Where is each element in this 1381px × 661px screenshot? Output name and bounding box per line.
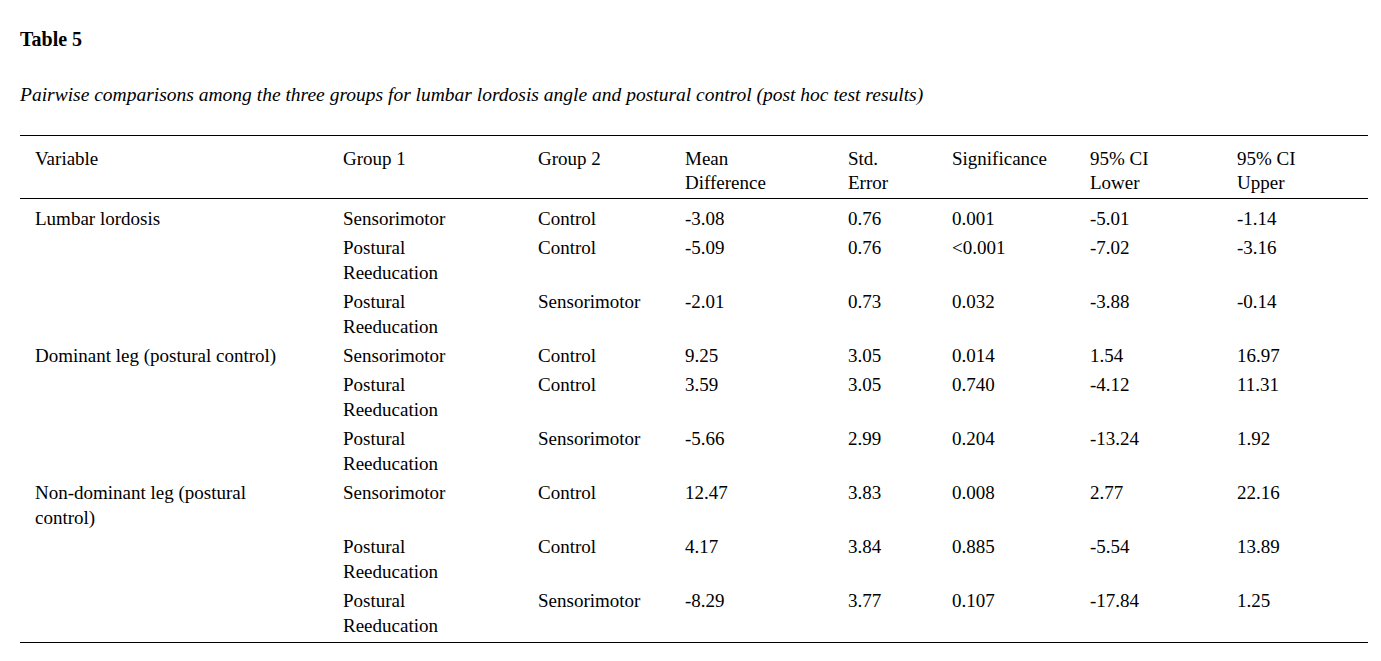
table-row: Dominant leg (postural control) Sensorim…	[20, 339, 1368, 368]
cell-ci-lower: -17.84	[1090, 584, 1237, 643]
cell-mean-difference: 12.47	[685, 476, 848, 530]
cell-mean-difference: -3.08	[685, 199, 848, 232]
cell-group1: Sensorimotor	[343, 476, 538, 530]
cell-ci-lower: 2.77	[1090, 476, 1237, 530]
cell-group1: Postural Reeducation	[343, 584, 538, 643]
cell-mean-difference: -5.09	[685, 231, 848, 285]
header-row: Variable Group 1 Group 2 Mean Difference…	[20, 136, 1368, 199]
cell-ci-upper: 1.25	[1237, 584, 1368, 643]
cell-ci-upper: -1.14	[1237, 199, 1368, 232]
cell-mean-difference: 3.59	[685, 368, 848, 422]
header-mean-difference: Mean Difference	[685, 136, 848, 199]
cell-group1: Postural Reeducation	[343, 285, 538, 339]
cell-std-error: 0.76	[848, 231, 952, 285]
cell-ci-lower: -4.12	[1090, 368, 1237, 422]
cell-ci-upper: 16.97	[1237, 339, 1368, 368]
cell-group2: Sensorimotor	[538, 584, 685, 643]
header-group1: Group 1	[343, 136, 538, 199]
cell-group2: Sensorimotor	[538, 285, 685, 339]
cell-variable: Lumbar lordosis	[20, 199, 343, 232]
table-row: Non-dominant leg (postural control) Sens…	[20, 476, 1368, 530]
header-ci-lower: 95% CI Lower	[1090, 136, 1237, 199]
cell-mean-difference: -2.01	[685, 285, 848, 339]
cell-ci-lower: -7.02	[1090, 231, 1237, 285]
cell-mean-difference: 9.25	[685, 339, 848, 368]
cell-std-error: 3.77	[848, 584, 952, 643]
cell-mean-difference: -8.29	[685, 584, 848, 643]
cell-std-error: 0.73	[848, 285, 952, 339]
cell-variable	[20, 584, 343, 643]
table-caption: Pairwise comparisons among the three gro…	[20, 82, 1368, 108]
cell-mean-difference: 4.17	[685, 530, 848, 584]
cell-group2: Control	[538, 476, 685, 530]
cell-group2: Control	[538, 530, 685, 584]
cell-group1: Postural Reeducation	[343, 368, 538, 422]
cell-ci-lower: -3.88	[1090, 285, 1237, 339]
cell-ci-lower: -13.24	[1090, 422, 1237, 476]
cell-std-error: 3.83	[848, 476, 952, 530]
cell-group1: Sensorimotor	[343, 339, 538, 368]
cell-group1: Postural Reeducation	[343, 530, 538, 584]
cell-variable	[20, 422, 343, 476]
table-row: Postural Reeducation Sensorimotor -8.29 …	[20, 584, 1368, 643]
cell-ci-upper: -3.16	[1237, 231, 1368, 285]
header-variable: Variable	[20, 136, 343, 199]
table-row: Postural Reeducation Sensorimotor -5.66 …	[20, 422, 1368, 476]
cell-std-error: 3.05	[848, 368, 952, 422]
cell-variable	[20, 231, 343, 285]
cell-group1: Sensorimotor	[343, 199, 538, 232]
cell-significance: 0.107	[952, 584, 1090, 643]
document-page: Table 5 Pairwise comparisons among the t…	[0, 0, 1381, 661]
cell-significance: <0.001	[952, 231, 1090, 285]
cell-group2: Control	[538, 339, 685, 368]
results-table: Variable Group 1 Group 2 Mean Difference…	[20, 135, 1368, 643]
cell-group2: Control	[538, 199, 685, 232]
cell-significance: 0.001	[952, 199, 1090, 232]
cell-significance: 0.008	[952, 476, 1090, 530]
cell-ci-upper: -0.14	[1237, 285, 1368, 339]
cell-variable	[20, 368, 343, 422]
cell-ci-upper: 1.92	[1237, 422, 1368, 476]
cell-mean-difference: -5.66	[685, 422, 848, 476]
cell-variable	[20, 530, 343, 584]
header-group2: Group 2	[538, 136, 685, 199]
cell-ci-lower: -5.01	[1090, 199, 1237, 232]
cell-ci-lower: 1.54	[1090, 339, 1237, 368]
cell-significance: 0.885	[952, 530, 1090, 584]
cell-std-error: 3.84	[848, 530, 952, 584]
table-row: Postural Reeducation Control 4.17 3.84 0…	[20, 530, 1368, 584]
cell-variable: Dominant leg (postural control)	[20, 339, 343, 368]
cell-significance: 0.204	[952, 422, 1090, 476]
header-std-error: Std. Error	[848, 136, 952, 199]
cell-std-error: 2.99	[848, 422, 952, 476]
cell-significance: 0.014	[952, 339, 1090, 368]
header-significance: Significance	[952, 136, 1090, 199]
header-ci-upper: 95% CI Upper	[1237, 136, 1368, 199]
table-row: Lumbar lordosis Sensorimotor Control -3.…	[20, 199, 1368, 232]
cell-std-error: 0.76	[848, 199, 952, 232]
cell-std-error: 3.05	[848, 339, 952, 368]
cell-ci-upper: 11.31	[1237, 368, 1368, 422]
cell-significance: 0.032	[952, 285, 1090, 339]
table-title: Table 5	[20, 26, 1368, 52]
table-row: Postural Reeducation Control 3.59 3.05 0…	[20, 368, 1368, 422]
cell-group2: Control	[538, 368, 685, 422]
cell-group1: Postural Reeducation	[343, 231, 538, 285]
cell-variable: Non-dominant leg (postural control)	[20, 476, 343, 530]
cell-variable	[20, 285, 343, 339]
cell-ci-upper: 13.89	[1237, 530, 1368, 584]
cell-ci-lower: -5.54	[1090, 530, 1237, 584]
cell-group2: Control	[538, 231, 685, 285]
cell-group1: Postural Reeducation	[343, 422, 538, 476]
table-row: Postural Reeducation Control -5.09 0.76 …	[20, 231, 1368, 285]
cell-significance: 0.740	[952, 368, 1090, 422]
cell-ci-upper: 22.16	[1237, 476, 1368, 530]
cell-group2: Sensorimotor	[538, 422, 685, 476]
table-row: Postural Reeducation Sensorimotor -2.01 …	[20, 285, 1368, 339]
